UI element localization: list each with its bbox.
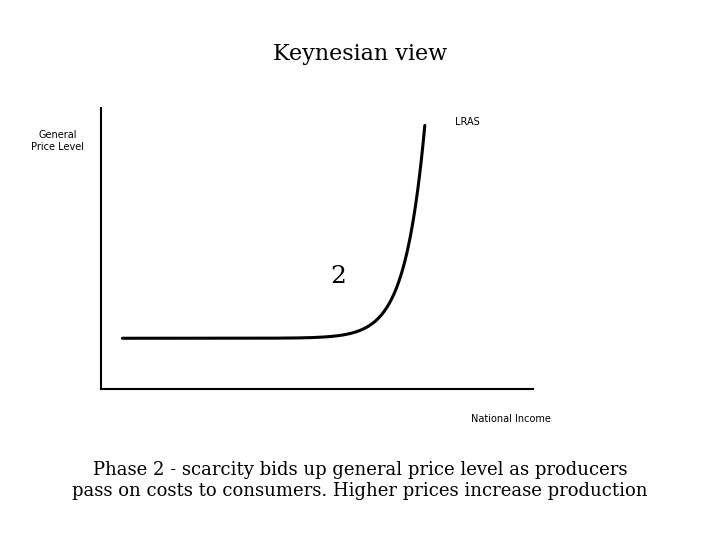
Text: LRAS: LRAS (455, 117, 480, 127)
Text: General
Price Level: General Price Level (31, 131, 84, 152)
Text: 2: 2 (330, 265, 346, 288)
Text: Phase 2 - scarcity bids up general price level as producers
pass on costs to con: Phase 2 - scarcity bids up general price… (72, 461, 648, 500)
Text: Keynesian view: Keynesian view (273, 43, 447, 65)
Text: National Income: National Income (472, 414, 551, 424)
